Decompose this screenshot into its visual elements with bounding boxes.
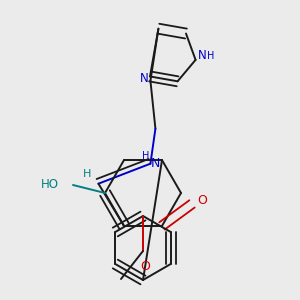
Text: O: O xyxy=(140,260,150,272)
Text: H: H xyxy=(142,151,149,161)
Text: N: N xyxy=(198,50,207,62)
Text: H: H xyxy=(83,169,92,179)
Text: N: N xyxy=(151,157,160,170)
Text: N: N xyxy=(140,72,148,85)
Text: H: H xyxy=(207,51,214,61)
Text: O: O xyxy=(197,194,207,207)
Text: HO: HO xyxy=(41,178,59,191)
